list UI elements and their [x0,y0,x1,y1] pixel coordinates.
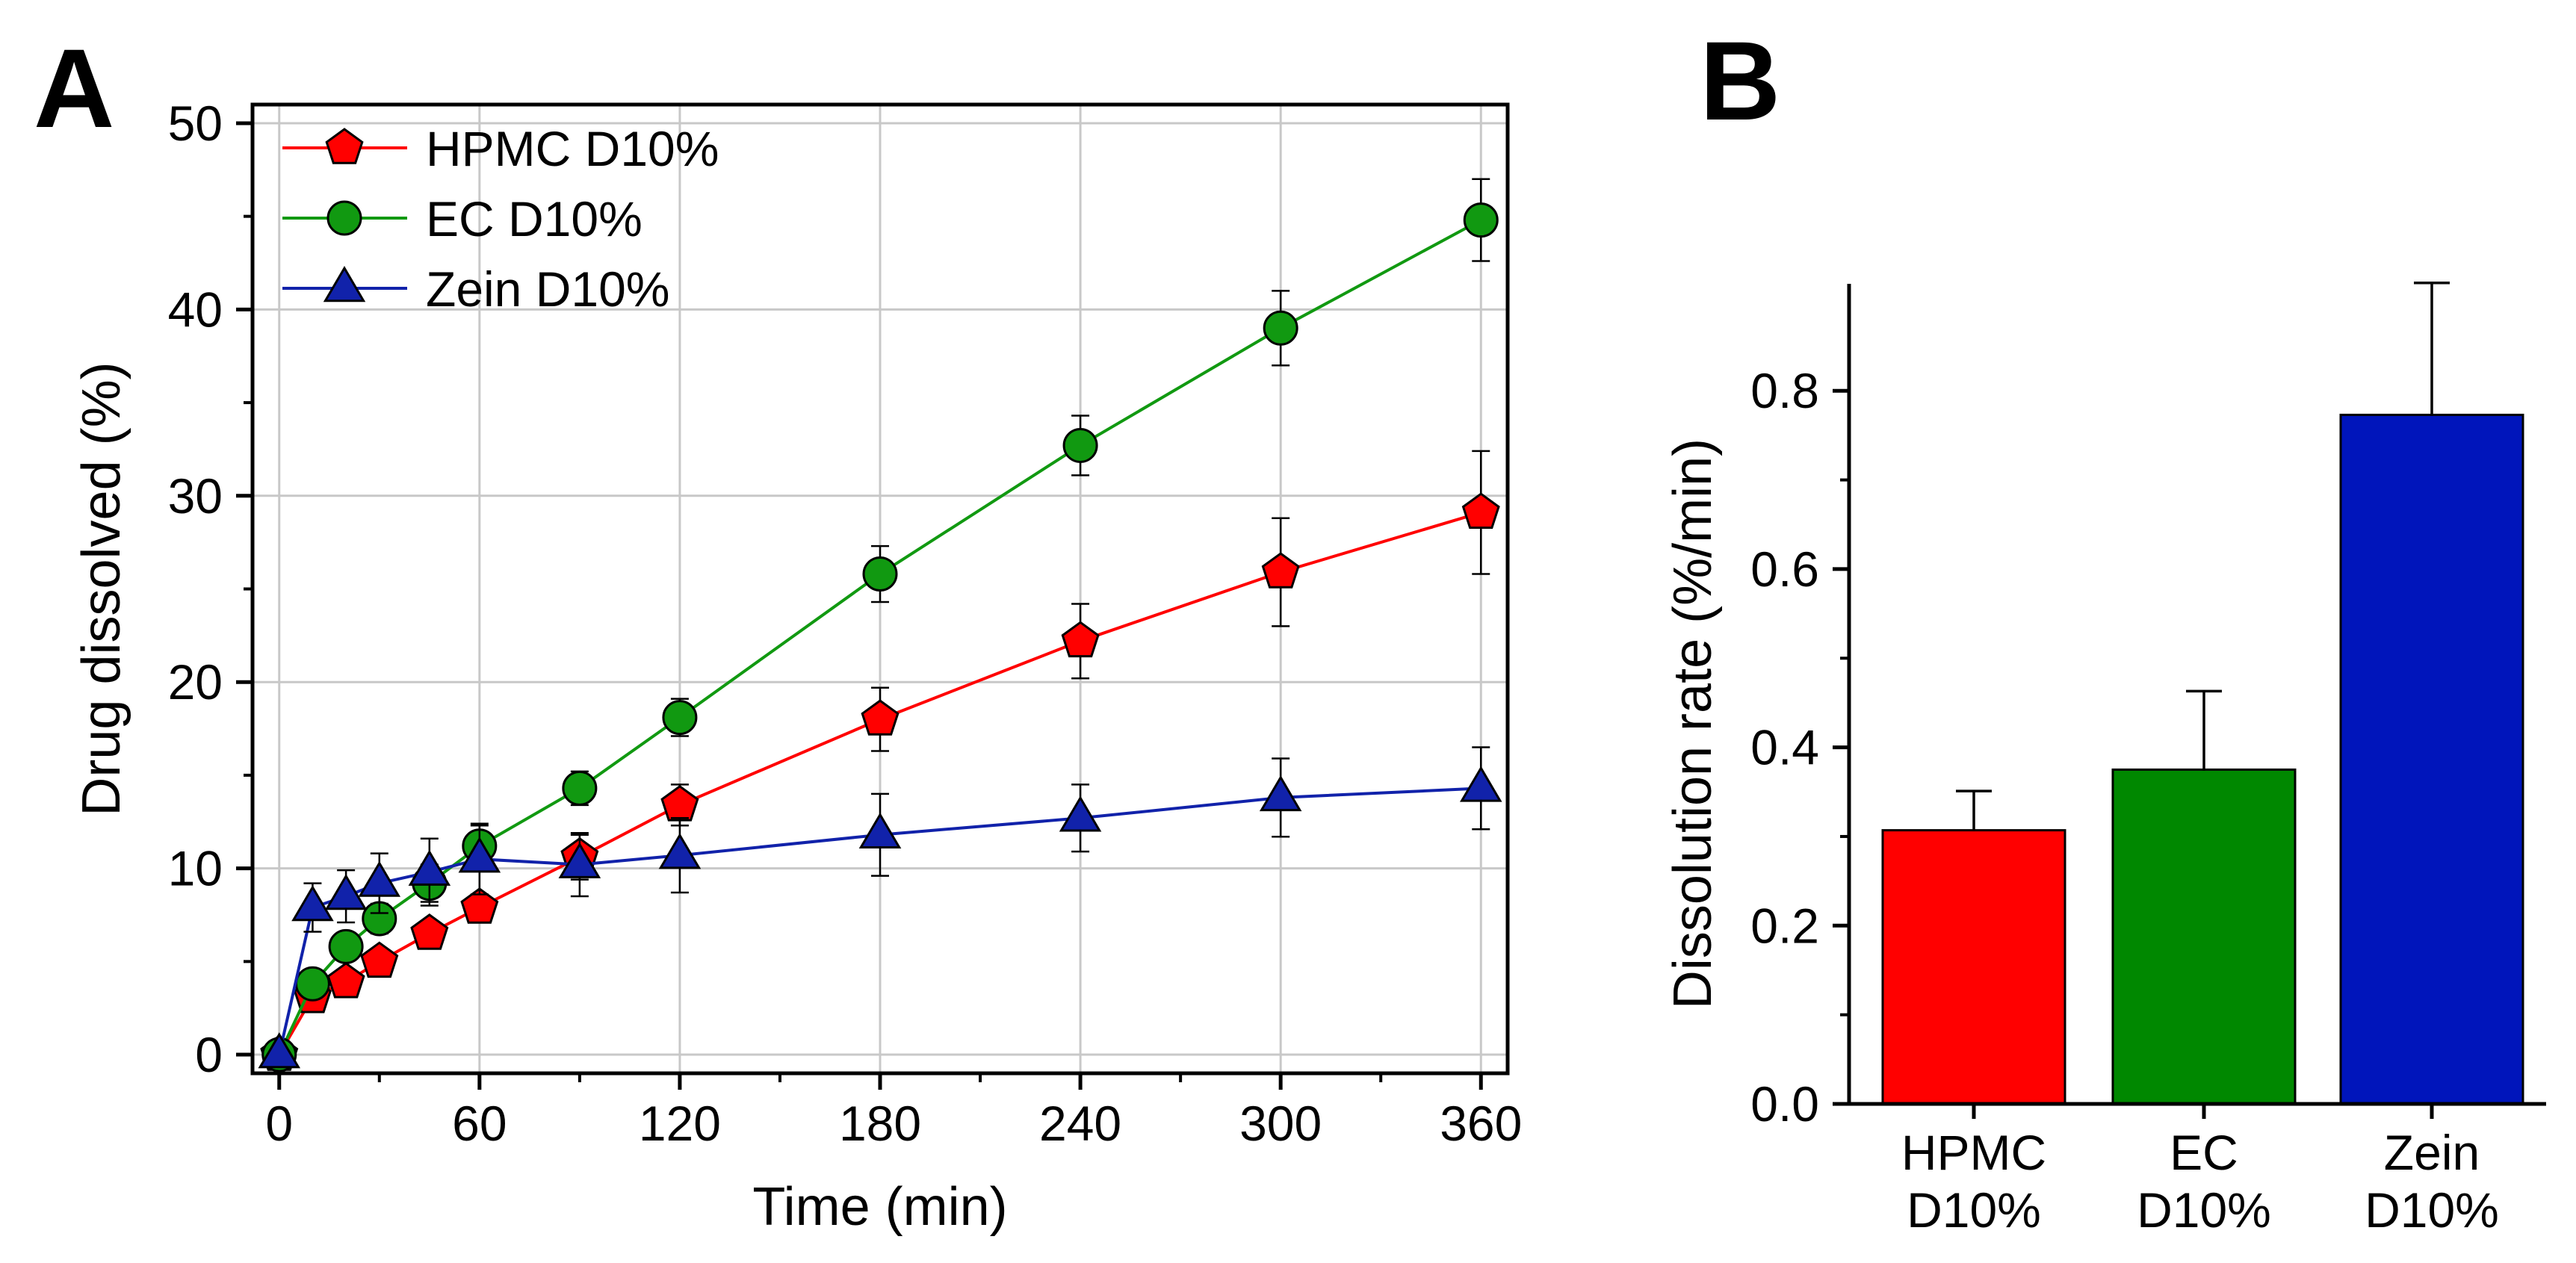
category-label: D10% [1907,1182,2041,1238]
category-label: EC [2170,1125,2238,1180]
x-tick-label: 60 [452,1096,507,1151]
data-point [360,941,399,978]
data-point [294,966,330,1002]
data-point [861,699,900,736]
data-point [1061,621,1100,658]
legend-item: Zein D10% [282,261,670,317]
y-tick-label: 30 [168,468,223,524]
bar [2339,413,2524,1105]
data-point [460,887,499,924]
category-label: Zein [2384,1125,2480,1180]
legend: HPMC D10% EC D10% Zein D10% [282,121,719,317]
y-tick-label: 0.4 [1750,720,1819,775]
y-tick-label: 40 [168,282,223,337]
y-tick-label: 50 [168,96,223,151]
legend-marker [323,266,366,302]
data-point [1463,202,1499,238]
data-point [1459,766,1502,802]
legend-item: HPMC D10% [282,121,719,176]
y-tick-label: 0 [195,1027,223,1082]
x-tick-label: 360 [1440,1096,1522,1151]
data-point [558,842,601,878]
legend-marker [325,128,364,164]
data-point [291,885,334,922]
legend-item: EC D10% [282,191,643,246]
x-axis-title: Time (min) [752,1177,1007,1237]
data-point [662,700,698,736]
panel-label-a: A [34,25,114,151]
data-point [1062,427,1098,463]
y-tick-label: 0.6 [1750,541,1819,597]
y-tick-label: 0.8 [1750,363,1819,418]
legend-marker [326,200,362,236]
data-point [358,860,401,897]
axis-ticks: 0 60 120 180 240 300 360 0 10 20 30 40 50 [168,96,1523,1151]
data-point [1261,552,1300,589]
panel-label-b: B [1700,18,1780,143]
y-tick-label: 10 [168,841,223,896]
series-group [258,178,1502,1073]
x-tick-label: 0 [265,1096,293,1151]
data-point [258,1032,301,1069]
data-point [324,874,368,910]
y-tick-label: 0.2 [1750,898,1819,953]
series-zein-d10- [258,746,1502,1069]
data-point [1259,775,1302,812]
x-tick-label: 300 [1239,1096,1322,1151]
bar [1881,829,2066,1105]
category-label: D10% [2365,1182,2499,1238]
data-point [1461,492,1500,529]
series-ec-d10- [261,178,1499,1073]
data-point [326,961,365,999]
panel-a-line-chart: A 0 60 120 180 240 300 360 0 10 20 30 40 50 Time (mi… [34,25,1522,1237]
x-tick-label: 240 [1039,1096,1121,1151]
data-point [658,833,702,869]
legend-label: HPMC D10% [426,121,719,176]
data-point [858,812,902,848]
data-point [562,770,598,806]
data-point [410,913,449,950]
y-tick-label: 20 [168,654,223,710]
data-point [458,837,501,873]
x-tick-label: 120 [639,1096,721,1151]
category-label: D10% [2137,1182,2271,1238]
legend-label: EC D10% [426,191,643,246]
data-point [1059,795,1102,832]
data-point [1263,310,1298,346]
y-axis-title: Drug dissolved (%) [72,361,131,816]
data-point [862,556,898,592]
axes: 0.0 0.2 0.4 0.6 0.8 [1750,284,2546,1132]
bar [2111,768,2297,1105]
y-axis-title: Dissolution rate (%/min) [1663,438,1723,1009]
data-point [660,784,699,822]
data-point [408,849,451,886]
legend-label: Zein D10% [426,261,670,317]
y-tick-label: 0.0 [1750,1076,1819,1132]
data-point [328,928,364,964]
category-label: HPMC [1901,1125,2046,1180]
x-tick-label: 180 [839,1096,921,1151]
